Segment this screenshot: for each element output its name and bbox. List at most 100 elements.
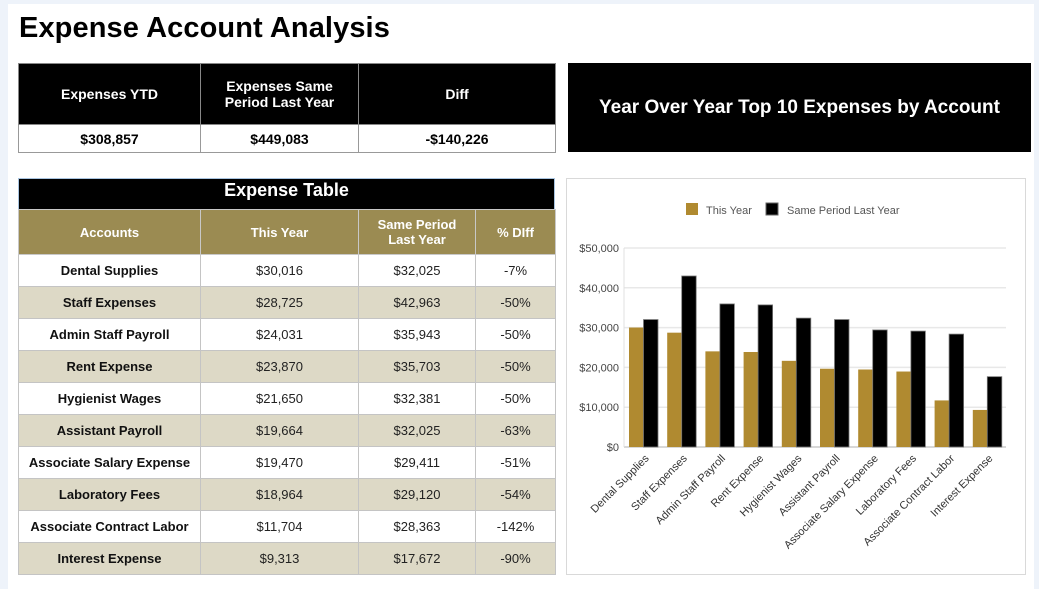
column-header-pct-diff: % DIff xyxy=(475,209,556,255)
y-tick-label: $30,000 xyxy=(579,323,619,335)
bar-last-year xyxy=(948,333,965,448)
chart-title-box: Year Over Year Top 10 Expenses by Accoun… xyxy=(568,63,1031,152)
y-tick-label: $0 xyxy=(607,442,619,454)
column-header-accounts: Accounts xyxy=(18,209,201,255)
bar-this-year xyxy=(858,369,873,447)
account-cell: Hygienist Wages xyxy=(18,382,201,415)
bar-last-year xyxy=(910,330,926,448)
last-year-cell: $28,363 xyxy=(358,510,476,543)
pct-diff-cell: -50% xyxy=(475,286,556,319)
table-row: Staff Expenses $28,725 $42,963 -50% xyxy=(18,286,556,319)
pct-diff-cell: -50% xyxy=(475,382,556,415)
bar-this-year xyxy=(934,400,950,447)
expense-table: Accounts This Year Same Period Last Year… xyxy=(18,209,556,575)
last-year-cell: $17,672 xyxy=(358,542,476,575)
table-row: Hygienist Wages $21,650 $32,381 -50% xyxy=(18,382,556,415)
pct-diff-cell: -63% xyxy=(475,414,556,447)
bar-this-year xyxy=(781,360,797,447)
table-row: Rent Expense $23,870 $35,703 -50% xyxy=(18,350,556,383)
table-row: Assistant Payroll $19,664 $32,025 -63% xyxy=(18,414,556,447)
summary-value-diff: -$140,226 xyxy=(358,124,556,153)
y-tick-label: $40,000 xyxy=(579,283,619,295)
bar-last-year xyxy=(719,303,735,448)
this-year-cell: $24,031 xyxy=(200,318,359,351)
bar-last-year xyxy=(757,304,774,448)
account-cell: Assistant Payroll xyxy=(18,414,201,447)
x-tick-label: Admin Staff Payroll xyxy=(654,453,728,527)
this-year-cell: $30,016 xyxy=(200,254,359,287)
bar-this-year xyxy=(820,368,835,447)
account-cell: Interest Expense xyxy=(18,542,201,575)
summary-table: Expenses YTD Expenses Same Period Last Y… xyxy=(18,63,556,153)
table-row: Laboratory Fees $18,964 $29,120 -54% xyxy=(18,478,556,511)
account-cell: Laboratory Fees xyxy=(18,478,201,511)
table-row: Associate Contract Labor $11,704 $28,363 -1… xyxy=(18,510,556,543)
pct-diff-cell: -50% xyxy=(475,350,556,383)
account-cell: Associate Salary Expense xyxy=(18,446,201,479)
page-title: Expense Account Analysis xyxy=(19,12,390,44)
bar-last-year xyxy=(795,317,812,448)
last-year-cell: $35,943 xyxy=(358,318,476,351)
legend-swatch-last-year xyxy=(765,202,779,216)
bar-last-year xyxy=(834,319,850,448)
bar-last-year xyxy=(681,275,697,448)
bar-this-year xyxy=(743,351,759,447)
this-year-cell: $19,470 xyxy=(200,446,359,479)
bar-this-year xyxy=(629,327,644,447)
this-year-cell: $21,650 xyxy=(200,382,359,415)
column-header-last-year: Same Period Last Year xyxy=(358,209,476,255)
expense-table-section: Expense Table Accounts This Year Same Pe… xyxy=(18,178,556,575)
chart-panel-title: Year Over Year Top 10 Expenses by Accoun… xyxy=(599,96,1000,118)
last-year-cell: $29,411 xyxy=(358,446,476,479)
bar-last-year xyxy=(643,319,659,448)
last-year-cell: $42,963 xyxy=(358,286,476,319)
last-year-cell: $35,703 xyxy=(358,350,476,383)
this-year-cell: $19,664 xyxy=(200,414,359,447)
account-cell: Staff Expenses xyxy=(18,286,201,319)
this-year-cell: $23,870 xyxy=(200,350,359,383)
summary-header-ytd: Expenses YTD xyxy=(18,63,201,125)
account-cell: Admin Staff Payroll xyxy=(18,318,201,351)
table-row: Admin Staff Payroll $24,031 $35,943 -50% xyxy=(18,318,556,351)
this-year-cell: $18,964 xyxy=(200,478,359,511)
bar-last-year xyxy=(872,329,888,448)
legend-label-last-year: Same Period Last Year xyxy=(787,205,900,217)
last-year-cell: $32,025 xyxy=(358,254,476,287)
bar-chart: This Year Same Period Last Year $0 $10,00… xyxy=(579,202,1006,551)
table-row: Interest Expense $9,313 $17,672 -90% xyxy=(18,542,556,575)
legend-label-this-year: This Year xyxy=(706,205,752,217)
pct-diff-cell: -7% xyxy=(475,254,556,287)
this-year-cell: $9,313 xyxy=(200,542,359,575)
pct-diff-cell: -142% xyxy=(475,510,556,543)
y-tick-label: $50,000 xyxy=(579,243,619,255)
account-cell: Rent Expense xyxy=(18,350,201,383)
chart-legend: This Year Same Period Last Year xyxy=(686,202,900,217)
bar-chart-card: This Year Same Period Last Year $0 $10,00… xyxy=(566,178,1026,575)
column-header-this-year: This Year xyxy=(200,209,359,255)
account-cell: Dental Supplies xyxy=(18,254,201,287)
bar-last-year xyxy=(986,376,1003,448)
pct-diff-cell: -54% xyxy=(475,478,556,511)
bar-this-year xyxy=(972,409,988,447)
last-year-cell: $32,025 xyxy=(358,414,476,447)
summary-header-diff: Diff xyxy=(358,63,556,125)
pct-diff-cell: -50% xyxy=(475,318,556,351)
account-cell: Associate Contract Labor xyxy=(18,510,201,543)
bar-this-year xyxy=(667,332,682,447)
table-row: Associate Salary Expense $19,470 $29,411 -5… xyxy=(18,446,556,479)
table-row: Dental Supplies $30,016 $32,025 -7% xyxy=(18,254,556,287)
y-tick-label: $10,000 xyxy=(579,402,619,414)
expense-table-caption: Expense Table xyxy=(18,178,555,209)
pct-diff-cell: -90% xyxy=(475,542,556,575)
last-year-cell: $29,120 xyxy=(358,478,476,511)
bar-this-year xyxy=(705,351,720,447)
summary-header-last-year: Expenses Same Period Last Year xyxy=(200,63,359,125)
last-year-cell: $32,381 xyxy=(358,382,476,415)
this-year-cell: $28,725 xyxy=(200,286,359,319)
bar-this-year xyxy=(896,371,911,447)
pct-diff-cell: -51% xyxy=(475,446,556,479)
summary-value-last-year: $449,083 xyxy=(200,124,359,153)
this-year-cell: $11,704 xyxy=(200,510,359,543)
y-tick-label: $20,000 xyxy=(579,362,619,374)
summary-value-ytd: $308,857 xyxy=(18,124,201,153)
